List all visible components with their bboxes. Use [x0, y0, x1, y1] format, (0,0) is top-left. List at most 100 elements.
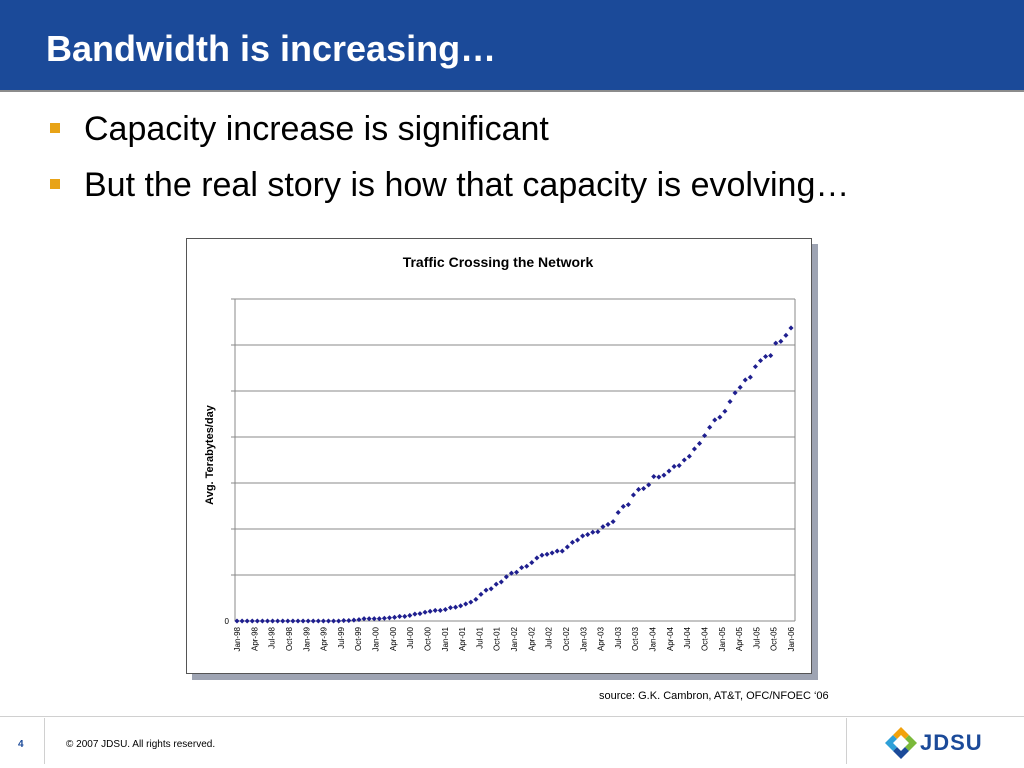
traffic-chart: Traffic Crossing the Network Avg. Teraby… [204, 254, 796, 651]
data-point [371, 616, 377, 622]
x-tick-label: Apr-05 [735, 626, 744, 651]
data-point [346, 617, 352, 624]
data-point [707, 424, 713, 430]
data-point [615, 509, 621, 515]
data-point [427, 608, 433, 614]
data-point [376, 616, 382, 622]
data-point [315, 618, 321, 624]
data-point [493, 581, 499, 587]
data-point [752, 364, 758, 370]
data-point [397, 613, 403, 619]
data-point [341, 617, 347, 624]
x-tick-label: Jan-00 [372, 626, 381, 651]
data-point [366, 616, 372, 622]
data-point [691, 446, 697, 452]
copyright-text: © 2007 JDSU. All rights reserved. [66, 739, 216, 750]
x-tick-label: Apr-02 [527, 626, 536, 651]
data-point [696, 440, 703, 446]
data-point [635, 486, 642, 492]
data-point [742, 377, 748, 383]
data-point [651, 474, 657, 480]
data-point [453, 604, 459, 610]
x-tick-label: Oct-05 [770, 626, 779, 651]
source-citation: source: G.K. Cambron, AT&T, OFC/NFOEC ‘0… [599, 690, 829, 702]
data-point [300, 618, 306, 624]
data-point [544, 551, 550, 557]
data-point [595, 529, 601, 535]
data-point [325, 618, 332, 624]
x-tick-labels: Jan-98 Apr-98 Jul-98 Oct-98 Jan-99 Apr-99 Jul-… [233, 626, 796, 651]
x-tick-label: Apr-01 [458, 626, 467, 651]
data-point [447, 605, 454, 611]
data-point [676, 462, 682, 469]
data-point [722, 408, 728, 414]
data-point [783, 332, 789, 338]
x-tick-label: Oct-01 [493, 626, 502, 651]
bullet-list: Capacity increase is significant But the… [48, 106, 849, 218]
x-tick-label: Apr-99 [320, 626, 329, 651]
bullet-item: Capacity increase is significant [48, 106, 849, 162]
data-point [717, 414, 723, 420]
data-point [661, 472, 667, 478]
x-tick-label: Jan-98 [233, 626, 242, 651]
data-point [656, 474, 662, 480]
data-point [686, 453, 692, 459]
x-tick-label: Oct-02 [562, 626, 571, 651]
data-points [234, 325, 794, 624]
chart-grid [231, 298, 796, 621]
data-point [646, 482, 652, 488]
data-point [402, 613, 408, 619]
data-point [620, 503, 626, 510]
bullet-text: But the real story is how that capacity … [84, 166, 850, 204]
page-number: 4 [18, 739, 24, 750]
data-point [549, 550, 555, 556]
data-point [630, 492, 636, 498]
data-point [666, 468, 672, 474]
x-tick-label: Apr-00 [389, 626, 398, 651]
x-tick-label: Oct-03 [631, 626, 640, 651]
data-point [417, 611, 423, 617]
data-point [483, 587, 489, 593]
data-point [468, 599, 474, 605]
data-point [437, 607, 443, 613]
data-point [498, 579, 504, 585]
data-point [290, 618, 296, 624]
x-tick-label: Jul-04 [683, 626, 692, 648]
footer-divider [0, 716, 1024, 717]
data-point [508, 570, 515, 576]
x-tick-label: Oct-99 [354, 626, 363, 651]
data-point [757, 358, 764, 364]
x-tick-label: Jan-03 [579, 626, 588, 651]
data-point [564, 544, 570, 550]
data-point [320, 618, 326, 624]
chart-frame: Traffic Crossing the Network Avg. Teraby… [186, 238, 812, 674]
x-tick-label: Apr-98 [250, 626, 259, 651]
data-point [519, 565, 525, 571]
bullet-item: But the real story is how that capacity … [48, 162, 849, 218]
data-point [310, 618, 316, 624]
data-point [422, 609, 428, 615]
data-point [285, 618, 291, 624]
data-point [264, 618, 271, 624]
data-point [539, 552, 545, 558]
data-point [524, 563, 530, 569]
data-point [259, 618, 265, 624]
data-point [559, 548, 565, 554]
data-point [412, 611, 418, 617]
data-point [239, 618, 245, 624]
data-point [361, 616, 367, 622]
data-point [727, 399, 733, 405]
data-point [244, 618, 250, 624]
x-tick-label: Jul-01 [475, 626, 484, 648]
data-point [513, 569, 520, 575]
title-divider [0, 90, 1024, 92]
data-point [488, 586, 494, 592]
bullet-text: Capacity increase is significant [84, 110, 549, 148]
footer-separator [44, 718, 45, 764]
data-point [610, 519, 616, 525]
x-tick-label: Jul-98 [268, 626, 277, 648]
data-point [641, 485, 647, 492]
square-bullet-icon [50, 123, 60, 133]
data-point [778, 338, 784, 344]
x-tick-label: Jul-00 [406, 626, 415, 648]
